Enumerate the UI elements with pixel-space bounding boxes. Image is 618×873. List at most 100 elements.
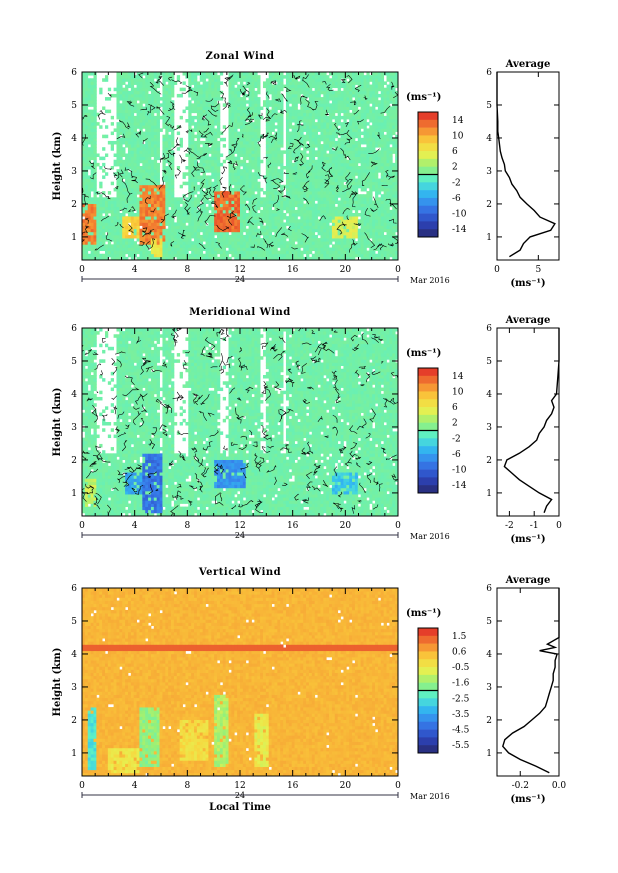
heatmap-cell	[214, 197, 218, 201]
heatmap-cell	[329, 90, 333, 95]
heatmap-cell	[84, 119, 89, 123]
heatmap-cell	[104, 222, 109, 226]
heatmap-cell	[231, 75, 235, 79]
heatmap-cell	[145, 84, 149, 89]
heatmap-cell	[288, 159, 293, 164]
heatmap-cell	[231, 178, 235, 183]
heatmap-cell	[130, 181, 135, 186]
heatmap-cell	[242, 112, 247, 117]
heatmap-cell	[211, 162, 215, 167]
heatmap-cell	[228, 197, 232, 201]
heatmap-cell	[199, 241, 204, 245]
heatmap-cell	[162, 87, 166, 92]
heatmap-cell	[245, 197, 250, 201]
heatmap-cell	[211, 238, 215, 242]
heatmap-cell	[234, 75, 238, 79]
heatmap-cell	[119, 93, 123, 98]
heatmap-cell	[82, 97, 86, 101]
heatmap-cell	[153, 178, 158, 183]
heatmap-cell	[133, 203, 137, 208]
heatmap-cell	[107, 203, 112, 208]
heatmap-cell	[119, 75, 123, 79]
heatmap-cell	[199, 228, 204, 233]
heatmap-cell	[326, 81, 330, 85]
heatmap-cell	[334, 216, 339, 220]
heatmap-cell	[145, 197, 149, 201]
heatmap-cell	[303, 244, 307, 248]
heatmap-cell	[168, 219, 172, 223]
heatmap-cell	[257, 241, 261, 245]
heatmap-cell	[337, 87, 341, 92]
heatmap-cell	[84, 134, 89, 139]
heatmap-cell	[217, 87, 221, 92]
heatmap-cell	[156, 256, 160, 261]
heatmap-cell	[308, 81, 313, 85]
heatmap-cell	[182, 216, 186, 220]
heatmap-cell	[260, 213, 264, 217]
heatmap-cell	[113, 241, 117, 245]
heatmap-cell	[119, 153, 123, 157]
heatmap-cell	[314, 144, 318, 148]
heatmap-cell	[176, 200, 181, 204]
heatmap-cell	[260, 159, 264, 164]
heatmap-cell	[280, 137, 284, 142]
heatmap-cell	[222, 137, 227, 142]
heatmap-cell	[165, 144, 169, 148]
heatmap-cell	[354, 122, 359, 126]
heatmap-cell	[277, 156, 281, 161]
heatmap-cell	[185, 181, 189, 186]
heatmap-cell	[125, 84, 129, 89]
heatmap-cell	[113, 187, 117, 192]
heatmap-cell	[240, 106, 244, 110]
heatmap-cell	[156, 81, 160, 85]
heatmap-cell	[242, 75, 247, 79]
heatmap-cell	[240, 87, 244, 92]
heatmap-cell	[125, 153, 129, 157]
heatmap-cell	[231, 106, 235, 110]
heatmap-cell	[217, 93, 221, 98]
heatmap-cell	[285, 150, 290, 154]
heatmap-cell	[130, 140, 135, 145]
heatmap-cell	[84, 222, 89, 226]
heatmap-cell	[130, 169, 135, 173]
heatmap-cell	[104, 238, 109, 242]
heatmap-cell	[360, 84, 364, 89]
heatmap-cell	[257, 131, 261, 136]
heatmap-cell	[93, 234, 97, 239]
heatmap-cell	[150, 231, 155, 236]
heatmap-cell	[234, 147, 238, 151]
heatmap-cell	[142, 162, 146, 167]
heatmap-cell	[285, 72, 290, 76]
heatmap-cell	[234, 219, 238, 223]
heatmap-cell	[320, 97, 324, 101]
heatmap-cell	[271, 253, 275, 258]
heatmap-cell	[104, 200, 109, 204]
heatmap-cell	[285, 175, 290, 179]
heatmap-cell	[90, 187, 94, 192]
heatmap-cell	[349, 244, 353, 248]
heatmap-cell	[84, 156, 89, 161]
heatmap-cell	[122, 184, 126, 189]
heatmap-cell	[119, 213, 123, 217]
heatmap-cell	[331, 184, 336, 189]
heatmap-cell	[337, 194, 341, 198]
heatmap-cell	[208, 191, 212, 195]
heatmap-cell	[148, 175, 152, 179]
heatmap-cell	[245, 181, 250, 186]
heatmap-cell	[139, 119, 143, 123]
heatmap-cell	[274, 256, 278, 261]
heatmap-cell	[254, 203, 258, 208]
heatmap-cell	[214, 134, 218, 139]
heatmap-cell	[127, 253, 132, 258]
heatmap-cell	[291, 112, 295, 117]
heatmap-cell	[337, 184, 341, 189]
heatmap-cell	[202, 103, 206, 107]
heatmap-cell	[171, 213, 175, 217]
heatmap-cell	[156, 206, 160, 211]
heatmap-cell	[153, 125, 158, 129]
heatmap-cell	[173, 238, 178, 242]
heatmap-cell	[171, 172, 175, 176]
heatmap-cell	[82, 206, 86, 211]
heatmap-cell	[162, 72, 166, 76]
heatmap-cell	[326, 172, 330, 176]
